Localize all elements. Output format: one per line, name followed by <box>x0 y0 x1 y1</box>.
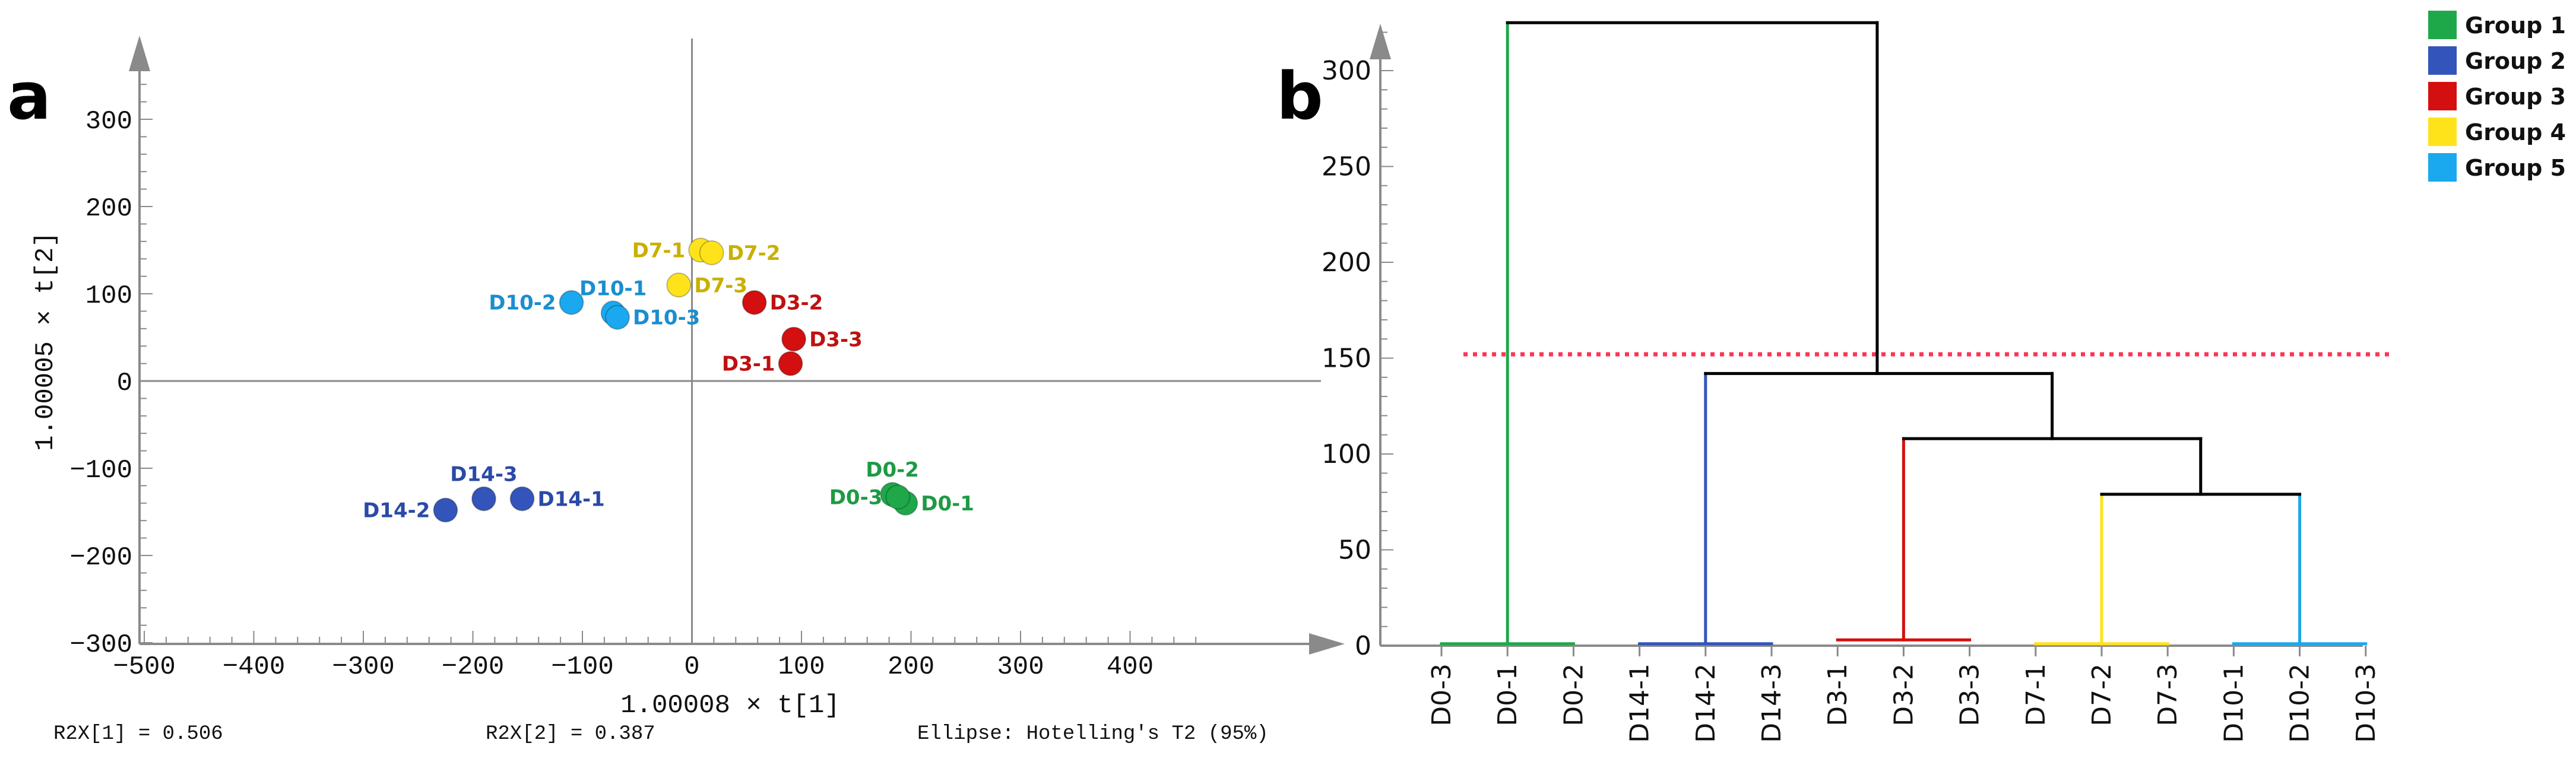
point-label: D10-3 <box>633 306 700 330</box>
point-label: D14-1 <box>538 487 605 511</box>
y-tick-label: 0 <box>1355 631 1371 661</box>
y-axis-arrow-icon <box>1370 24 1391 59</box>
point-label: D14-3 <box>450 462 517 486</box>
score-plot-axes <box>129 36 1345 655</box>
data-point <box>509 486 535 512</box>
data-point <box>781 326 807 352</box>
legend-label: Group 1 <box>2465 12 2566 39</box>
leaf-label: D14-3 <box>1757 663 1787 743</box>
leaf-label: D0-3 <box>1427 663 1457 726</box>
legend-label: Group 4 <box>2465 119 2566 145</box>
y-tick-label: −300 <box>69 630 132 660</box>
point-label: D14-2 <box>363 499 430 523</box>
point-label: D10-2 <box>489 291 556 315</box>
point-label: D0-1 <box>921 492 974 516</box>
data-point <box>666 272 692 298</box>
data-point <box>742 290 767 315</box>
legend-swatch <box>2428 11 2457 39</box>
leaf-label: D10-1 <box>2219 663 2249 743</box>
point-label: D0-2 <box>866 458 919 482</box>
x-tick-label: 200 <box>888 652 934 682</box>
point-label: D3-2 <box>770 291 823 315</box>
leaf-label: D7-1 <box>2021 663 2051 726</box>
leaf-label: D14-1 <box>1625 663 1655 743</box>
point-label: D7-3 <box>694 274 747 297</box>
y-tick-label: −100 <box>69 456 132 485</box>
point-label: D3-3 <box>809 328 863 351</box>
data-point <box>778 351 803 376</box>
point-label: D7-2 <box>727 242 781 265</box>
y-tick-label: 50 <box>1338 535 1371 566</box>
leaf-label: D0-2 <box>1558 663 1589 726</box>
dendrogram-ticks: 0 50 100 150 200 250 300 D0-3 D0-1 D0-2 D14-1 D14-2… <box>1322 56 2381 743</box>
x-tick-label: 300 <box>997 652 1044 682</box>
x-tick-label: 0 <box>684 652 699 682</box>
point-label: D10-1 <box>579 277 647 300</box>
y-tick-label: 150 <box>1322 344 1371 374</box>
legend-swatch <box>2428 82 2457 110</box>
legend-label: Group 5 <box>2465 155 2566 181</box>
dendrogram: 0 50 100 150 200 250 300 D0-3 D0-1 D0-2 D14-1 D14-2… <box>1322 11 2566 743</box>
leaf-label: D10-2 <box>2285 663 2315 743</box>
x-axis-title: 1.00008 × t[1] <box>620 691 840 720</box>
legend-swatch <box>2428 46 2457 75</box>
y-axis-title: 1.00005 × t[2] <box>31 231 61 451</box>
point-label: D3-1 <box>722 353 775 376</box>
y-tick-label: 300 <box>85 107 132 136</box>
point-label: D7-1 <box>632 239 686 263</box>
leaf-label: D3-3 <box>1955 663 1985 726</box>
leaf-label: D3-2 <box>1889 663 1919 726</box>
y-axis-arrow-icon <box>129 36 150 71</box>
x-tick-label: −400 <box>223 652 286 682</box>
dendrogram-axes <box>1370 24 2393 656</box>
leaf-label: D14-2 <box>1691 663 1721 743</box>
r2x1-readout: R2X[1] = 0.506 <box>53 723 223 745</box>
y-tick-label: 200 <box>1322 247 1371 278</box>
data-point <box>559 290 584 315</box>
legend-swatch <box>2428 118 2457 146</box>
legend-label: Group 2 <box>2465 48 2566 74</box>
x-tick-label: 100 <box>778 652 825 682</box>
dendrogram-legend: Group 1 Group 2 Group 3 Group 4 Group 5 <box>2428 11 2566 182</box>
panel-a-letter: a <box>7 58 51 134</box>
score-plot: −500 −400 −300 −200 −100 0 100 200 300 400 −300 −20… <box>31 36 1345 745</box>
y-tick-label: 300 <box>1322 56 1371 86</box>
x-axis-arrow-icon <box>1309 633 1345 655</box>
leaf-label: D7-3 <box>2153 663 2183 726</box>
data-point <box>605 304 630 330</box>
point-label: D0-3 <box>829 486 883 510</box>
x-tick-label: 400 <box>1107 652 1154 682</box>
y-tick-label: 0 <box>117 369 132 398</box>
dendrogram-links <box>1440 21 2368 646</box>
leaf-label: D10-3 <box>2351 663 2381 743</box>
y-tick-label: −200 <box>69 543 132 573</box>
legend-label: Group 3 <box>2465 84 2566 110</box>
y-tick-label: 100 <box>1322 439 1371 469</box>
x-tick-label: −100 <box>551 652 614 682</box>
x-tick-label: −500 <box>113 652 176 682</box>
x-tick-label: −300 <box>332 652 395 682</box>
leaf-label: D0-1 <box>1493 663 1523 726</box>
y-tick-label: 250 <box>1322 152 1371 182</box>
x-tick-label: −200 <box>442 652 505 682</box>
data-point <box>699 240 724 265</box>
leaf-label: D7-2 <box>2087 663 2117 726</box>
data-point <box>471 486 496 512</box>
y-tick-label: 100 <box>85 281 132 311</box>
y-tick-label: 200 <box>85 194 132 224</box>
leaf-label: D3-1 <box>1823 663 1853 726</box>
r2x2-readout: R2X[2] = 0.387 <box>486 723 655 745</box>
legend-swatch <box>2428 153 2457 182</box>
data-point <box>885 484 911 510</box>
ellipse-note: Ellipse: Hotelling's T2 (95%) <box>917 723 1269 745</box>
data-point <box>433 497 458 523</box>
panel-b-letter: b <box>1276 58 1323 134</box>
score-plot-points: D0-1D0-2 D0-3 D14-1 D14-2 D14-3 D3-1 D3-2 D3-3 D… <box>363 237 974 523</box>
score-plot-ticks: −500 −400 −300 −200 −100 0 100 200 300 400 −300 −20… <box>69 107 1154 682</box>
